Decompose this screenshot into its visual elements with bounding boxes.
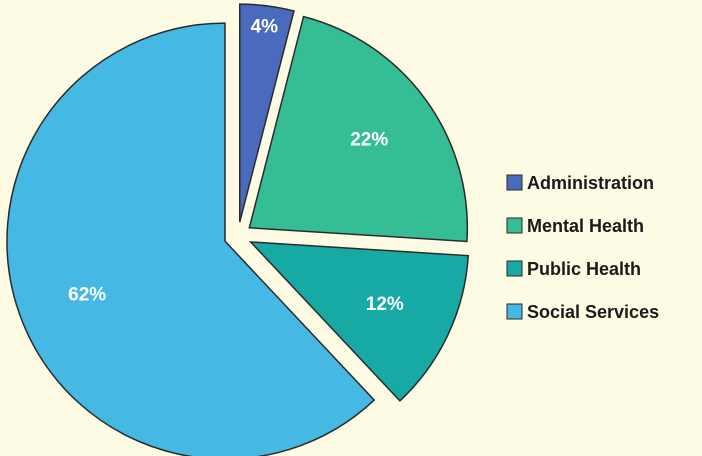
data-label: 62% xyxy=(68,285,106,306)
legend-label: Public Health xyxy=(527,259,641,279)
data-label: 12% xyxy=(366,294,404,315)
pie-slice xyxy=(239,3,295,223)
legend-label: Social Services xyxy=(527,302,659,322)
legend-swatch xyxy=(506,260,523,277)
legend-label: Mental Health xyxy=(527,216,644,236)
data-label: 4% xyxy=(251,16,279,37)
legend-swatch xyxy=(506,174,523,191)
legend-label: Administration xyxy=(527,173,654,193)
legend-swatch xyxy=(506,217,523,234)
pie-slice xyxy=(248,241,470,402)
legend-swatch xyxy=(506,303,523,320)
pie-slice xyxy=(248,15,469,243)
data-label: 22% xyxy=(350,130,388,151)
